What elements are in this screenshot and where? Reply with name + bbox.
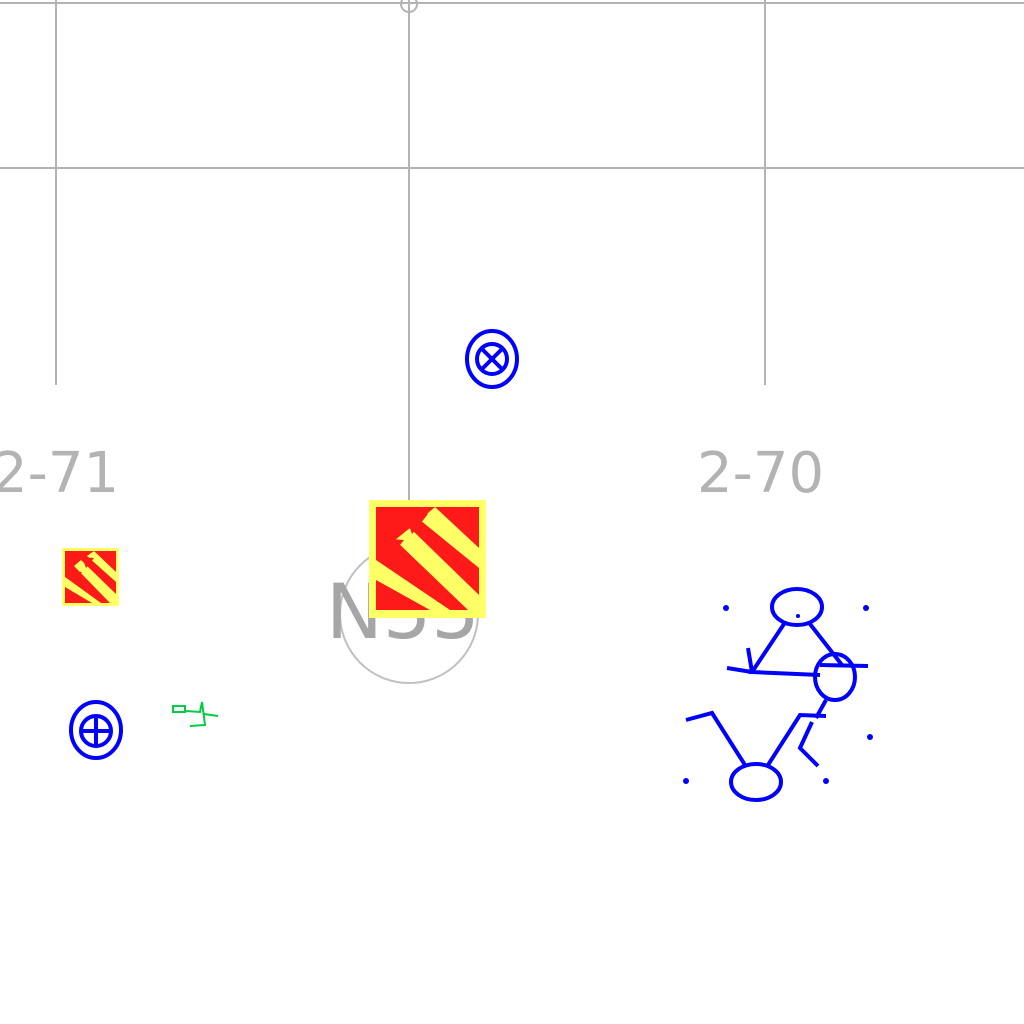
valve-plus-circle-icon[interactable] — [69, 700, 123, 760]
grid-line-top-marker — [400, 0, 418, 13]
stick-figure-cluster-icon[interactable] — [683, 587, 873, 802]
grid-label-2-71: 2-71 — [0, 441, 119, 506]
grid-lines — [0, 0, 1024, 500]
small-hazard-sign-icon[interactable] — [62, 548, 119, 606]
valve-cross-circle-icon[interactable] — [465, 329, 519, 389]
green-annotation-mark — [172, 701, 219, 727]
hazard-sign-icon[interactable] — [369, 500, 486, 618]
grid-label-2-70: 2-70 — [697, 441, 824, 506]
